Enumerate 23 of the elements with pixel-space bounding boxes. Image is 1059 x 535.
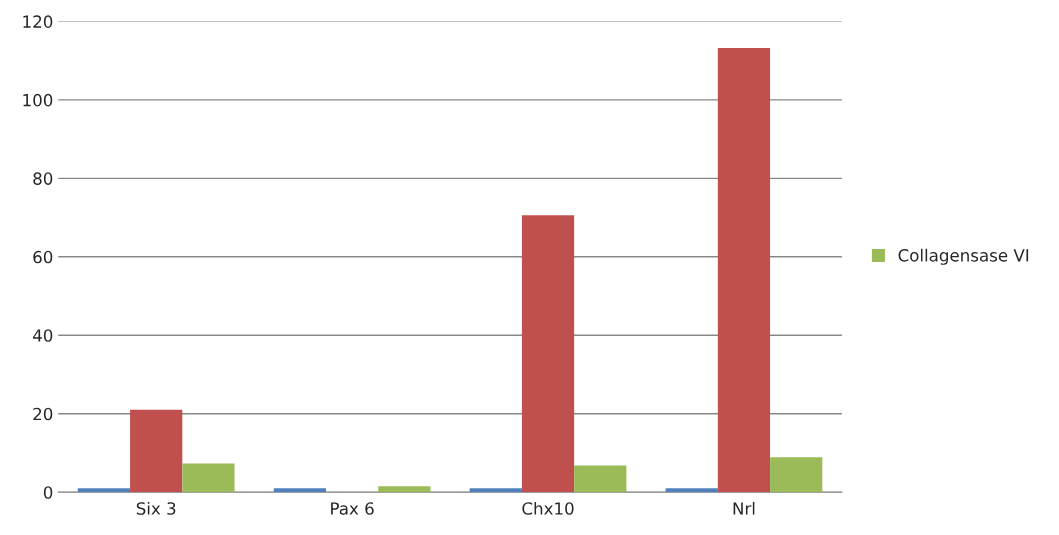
bar (378, 486, 431, 493)
y-tick-label: 40 (32, 329, 53, 342)
y-tick-label: 120 (23, 15, 53, 28)
legend-label: Collagensase VI (898, 248, 1029, 265)
bar (521, 215, 575, 493)
y-tick-label: 100 (23, 93, 53, 107)
y-tick-label: 0 (43, 486, 53, 499)
x-tick-label: Pax 6 (331, 502, 374, 515)
bar (273, 488, 326, 493)
bar (717, 48, 771, 493)
bar (770, 457, 823, 493)
bar (469, 488, 522, 493)
x-tick-label: Six 3 (136, 501, 176, 515)
y-tick-label: 20 (33, 407, 53, 421)
bar (665, 488, 718, 493)
bar (130, 409, 183, 493)
y-tick-label: 60 (33, 250, 53, 264)
bar (574, 465, 627, 493)
bar (77, 488, 131, 493)
bar (182, 463, 235, 493)
y-tick-label: 80 (33, 172, 53, 185)
x-tick-label: Chx10 (522, 501, 574, 515)
x-tick-label: Nrl (733, 501, 755, 515)
